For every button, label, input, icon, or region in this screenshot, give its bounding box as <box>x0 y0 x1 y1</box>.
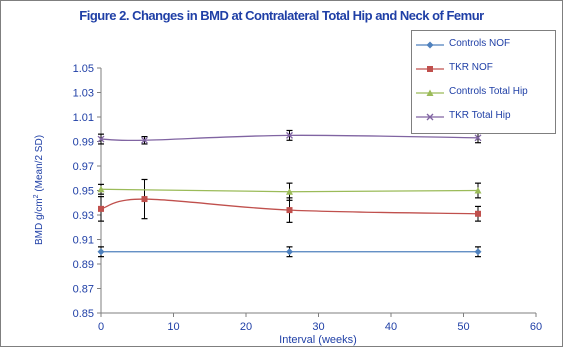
legend-symbol <box>416 66 444 72</box>
y-axis-label-main: BMD g/cm <box>34 198 45 245</box>
chart-title: Figure 2. Changes in BMD at Contralatera… <box>79 8 484 23</box>
legend-marker <box>427 66 433 72</box>
x-tick-label: 50 <box>457 321 469 333</box>
x-axis-label: Interval (weeks) <box>279 334 357 346</box>
y-axis-label-sup: 2 <box>33 194 40 198</box>
legend-label: TKR NOF <box>449 62 493 73</box>
data-point <box>97 185 105 193</box>
legend-symbol <box>416 41 444 49</box>
legend-label: TKR Total Hip <box>449 110 511 121</box>
data-point <box>475 210 481 217</box>
legend: Controls NOF TKR NOF Controls Total Hip TKR… <box>411 30 556 134</box>
y-tick-label: 1.03 <box>73 88 94 100</box>
x-marker-stroke <box>426 113 434 121</box>
series-controls-total-hip <box>97 182 482 201</box>
x-tick-label: 10 <box>167 321 179 333</box>
legend-item: Controls NOF <box>412 37 555 53</box>
series-controls-nof <box>97 246 482 258</box>
x-tick-label: 60 <box>530 321 542 333</box>
y-tick-label: 0.95 <box>73 186 94 198</box>
x-tick-label: 40 <box>385 321 397 333</box>
data-point <box>141 196 148 203</box>
series-tkr-nof <box>98 178 481 223</box>
x-marker-stroke <box>141 136 148 144</box>
y-tick-label: 1.01 <box>73 112 94 124</box>
x-marker-stroke <box>286 131 293 139</box>
data-point <box>474 187 482 194</box>
y-tick-label: 0.99 <box>73 137 94 149</box>
y-tick-label: 0.93 <box>73 210 94 222</box>
data-point <box>286 207 293 214</box>
data-point <box>97 248 105 256</box>
data-point <box>286 248 293 256</box>
legend-symbol <box>416 89 444 96</box>
legend-item: TKR Total Hip <box>412 109 555 125</box>
x-tick-label: 20 <box>240 321 252 333</box>
data-point <box>141 136 148 144</box>
y-axis-label: BMD g/cm2 (Mean/2 SD) <box>33 135 45 245</box>
legend-marker <box>426 113 434 121</box>
legend-symbol <box>416 113 444 121</box>
series-tkr-total-hip <box>97 129 482 145</box>
x-tick-label: 0 <box>98 321 104 333</box>
y-tick-label: 1.05 <box>73 63 94 75</box>
series-layer <box>97 129 482 258</box>
legend-marker <box>426 41 434 49</box>
legend-label: Controls Total Hip <box>449 86 528 97</box>
y-tick-label: 0.85 <box>73 308 94 320</box>
y-tick-label: 0.97 <box>73 161 94 173</box>
data-point <box>286 131 293 139</box>
y-axis-label-tail: (Mean/2 SD) <box>34 135 45 194</box>
legend-label: Controls NOF <box>449 38 511 49</box>
data-point <box>286 188 293 195</box>
legend-marker <box>426 89 434 96</box>
y-tick-label: 0.87 <box>73 284 94 296</box>
y-tick-label: 0.91 <box>73 235 94 247</box>
y-ticks: 0.85 0.87 0.89 0.91 0.93 0.95 0.97 0.99 1.01 1.03… <box>73 63 101 320</box>
data-point <box>474 248 482 256</box>
legend-item: TKR NOF <box>412 61 555 77</box>
y-tick-label: 0.89 <box>73 259 94 271</box>
x-tick-label: 30 <box>312 321 324 333</box>
x-ticks: 0 10 20 30 40 50 60 <box>98 313 542 333</box>
legend-item: Controls Total Hip <box>412 85 555 101</box>
series-line <box>100 134 479 142</box>
data-point <box>474 134 482 142</box>
data-point <box>98 205 104 212</box>
x-marker-stroke <box>474 134 482 142</box>
series-line <box>100 198 479 215</box>
x-marker-stroke <box>97 135 105 143</box>
data-point <box>97 135 105 143</box>
